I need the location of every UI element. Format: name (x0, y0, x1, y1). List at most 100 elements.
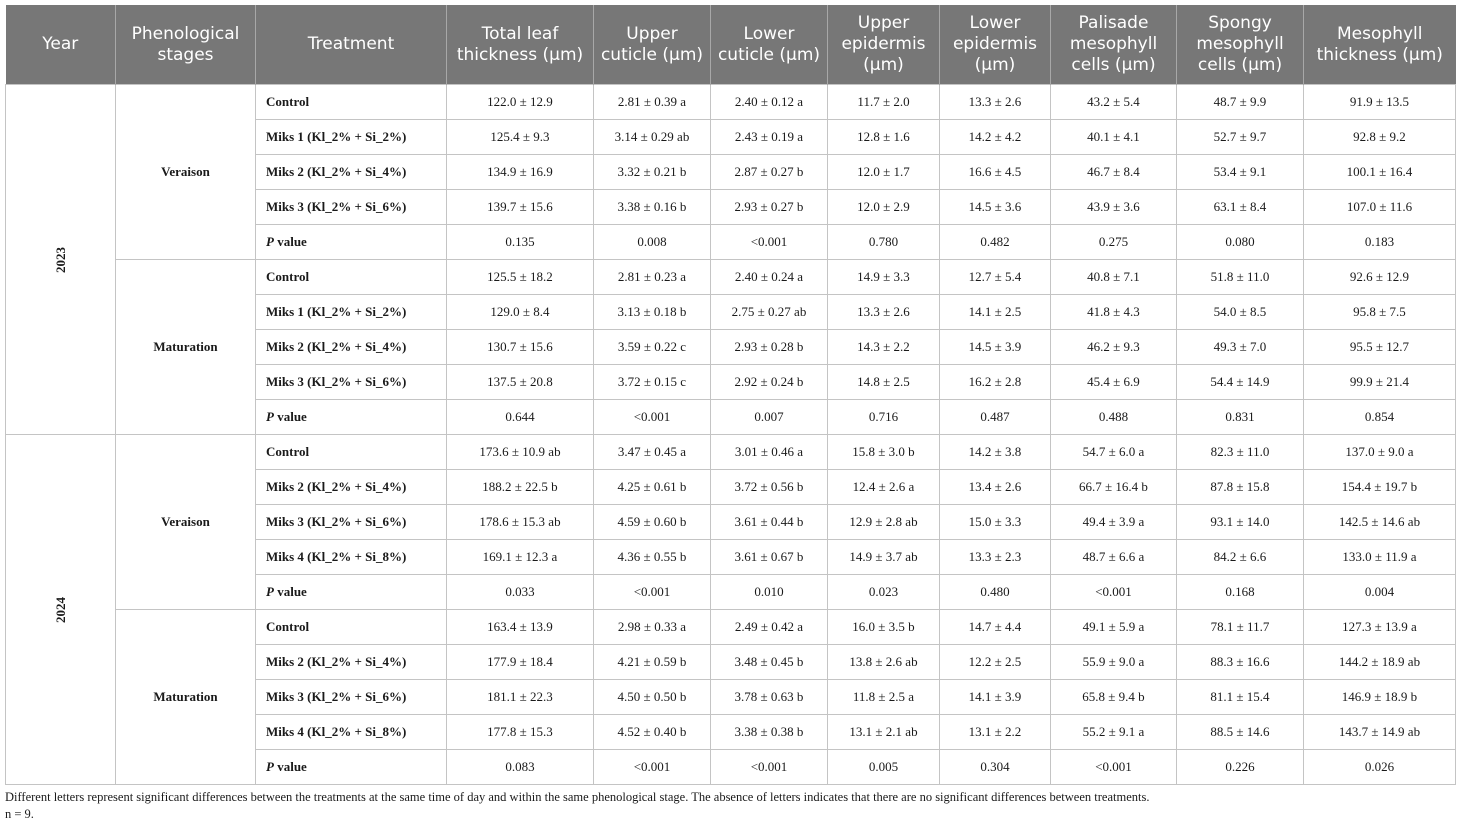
value-cell: 2.93 ± 0.28 b (710, 329, 828, 365)
value-cell: 82.3 ± 11.0 (1176, 434, 1304, 470)
value-cell: 4.59 ± 0.60 b (593, 504, 711, 540)
p-value-label: value (273, 234, 307, 249)
value-cell: <0.001 (1050, 574, 1177, 610)
treatment-cell: Miks 2 (Kl_2% + Si_4%) (255, 329, 447, 365)
p-symbol: P (266, 234, 274, 249)
value-cell: 107.0 ± 11.6 (1303, 189, 1456, 225)
value-cell: 52.7 ± 9.7 (1176, 119, 1304, 155)
value-cell: 0.304 (939, 749, 1051, 785)
value-cell: 14.5 ± 3.9 (939, 329, 1051, 365)
value-cell: <0.001 (710, 224, 828, 260)
phenological-stage-cell: Maturation (115, 609, 256, 785)
p-value-label: value (273, 409, 307, 424)
value-cell: 13.1 ± 2.1 ab (827, 714, 940, 750)
value-cell: 13.3 ± 2.6 (827, 294, 940, 330)
treatment-cell: Miks 1 (Kl_2% + Si_2%) (255, 294, 447, 330)
value-cell: 100.1 ± 16.4 (1303, 154, 1456, 190)
value-cell: 2.75 ± 0.27 ab (710, 294, 828, 330)
value-cell: 11.8 ± 2.5 a (827, 679, 940, 715)
table-row: 2024 Veraison Control 173.6 ± 10.9 ab 3.47 ±… (5, 434, 1456, 785)
table-row: 2023 Veraison Control 122.0 ± 12.9 2.81 ± 0.… (5, 84, 1456, 435)
treatment-cell: Miks 3 (Kl_2% + Si_6%) (255, 679, 447, 715)
treatment-cell: Miks 4 (Kl_2% + Si_8%) (255, 714, 447, 750)
value-cell: 4.25 ± 0.61 b (593, 469, 711, 505)
table-row: P value 0.033 <0.001 0.010 0.023 0.480 <0.001 0… (6, 574, 1456, 610)
treatment-cell: Miks 3 (Kl_2% + Si_6%) (255, 189, 447, 225)
value-cell: 0.854 (1303, 399, 1456, 435)
treatment-cell: P value (255, 749, 447, 785)
value-cell: 13.1 ± 2.2 (939, 714, 1051, 750)
value-cell: 4.50 ± 0.50 b (593, 679, 711, 715)
value-cell: 14.7 ± 4.4 (939, 609, 1051, 645)
header-spongy-mesophyll: Spongy mesophyll cells (µm) (1176, 5, 1304, 85)
value-cell: 144.2 ± 18.9 ab (1303, 644, 1456, 680)
footnote-significance: Different letters represent significant … (5, 790, 1150, 804)
value-cell: 15.0 ± 3.3 (939, 504, 1051, 540)
value-cell: 3.59 ± 0.22 c (593, 329, 711, 365)
value-cell: 0.135 (446, 224, 594, 260)
value-cell: 0.482 (939, 224, 1051, 260)
value-cell: 4.36 ± 0.55 b (593, 539, 711, 575)
value-cell: 41.8 ± 4.3 (1050, 294, 1177, 330)
treatment-cell: Miks 1 (Kl_2% + Si_2%) (255, 119, 447, 155)
value-cell: 14.8 ± 2.5 (827, 364, 940, 400)
value-cell: 63.1 ± 8.4 (1176, 189, 1304, 225)
value-cell: 92.8 ± 9.2 (1303, 119, 1456, 155)
footnote-sample-size: n = 9. (5, 807, 34, 821)
table-body: 2023 Veraison Control 122.0 ± 12.9 2.81 ± 0.… (5, 84, 1456, 785)
value-cell: 3.32 ± 0.21 b (593, 154, 711, 190)
value-cell: 2.40 ± 0.12 a (710, 84, 828, 120)
value-cell: 12.0 ± 1.7 (827, 154, 940, 190)
value-cell: <0.001 (1050, 749, 1177, 785)
p-symbol: P (266, 759, 274, 774)
value-cell: 78.1 ± 11.7 (1176, 609, 1304, 645)
value-cell: 0.480 (939, 574, 1051, 610)
value-cell: 55.2 ± 9.1 a (1050, 714, 1177, 750)
value-cell: 54.7 ± 6.0 a (1050, 434, 1177, 470)
table-row: Maturation Control 163.4 ± 13.9 2.98 ± 0.33… (6, 609, 1456, 785)
value-cell: 13.3 ± 2.6 (939, 84, 1051, 120)
treatment-cell: Miks 2 (Kl_2% + Si_4%) (255, 154, 447, 190)
value-cell: 14.5 ± 3.6 (939, 189, 1051, 225)
value-cell: 0.010 (710, 574, 828, 610)
table-row: Maturation Control 125.5 ± 18.2 2.81 ± 0.23… (6, 259, 1456, 435)
value-cell: 55.9 ± 9.0 a (1050, 644, 1177, 680)
header-upper-epidermis: Upper epidermis (µm) (827, 5, 940, 85)
table-row: Miks 2 (Kl_2% + Si_4%) 130.7 ± 15.6 3.59 ±… (6, 329, 1456, 365)
value-cell: 88.3 ± 16.6 (1176, 644, 1304, 680)
value-cell: 4.52 ± 0.40 b (593, 714, 711, 750)
value-cell: 14.9 ± 3.7 ab (827, 539, 940, 575)
value-cell: 45.4 ± 6.9 (1050, 364, 1177, 400)
treatment-cell: Control (255, 84, 447, 120)
value-cell: 0.780 (827, 224, 940, 260)
value-cell: 95.8 ± 7.5 (1303, 294, 1456, 330)
p-value-label: value (273, 584, 307, 599)
value-cell: 0.831 (1176, 399, 1304, 435)
treatment-cell: Control (255, 609, 447, 645)
value-cell: 137.5 ± 20.8 (446, 364, 594, 400)
value-cell: 125.4 ± 9.3 (446, 119, 594, 155)
year-cell: 2023 (5, 84, 116, 435)
value-cell: <0.001 (593, 574, 711, 610)
treatment-cell: P value (255, 574, 447, 610)
value-cell: 3.47 ± 0.45 a (593, 434, 711, 470)
value-cell: 163.4 ± 13.9 (446, 609, 594, 645)
value-cell: 133.0 ± 11.9 a (1303, 539, 1456, 575)
value-cell: 3.61 ± 0.44 b (710, 504, 828, 540)
header-palisade-mesophyll: Palisade mesophyll cells (µm) (1050, 5, 1177, 85)
value-cell: 125.5 ± 18.2 (446, 259, 594, 295)
value-cell: 169.1 ± 12.3 a (446, 539, 594, 575)
value-cell: 122.0 ± 12.9 (446, 84, 594, 120)
header-row: Year Phenological stages Treatment Total… (5, 5, 1456, 85)
value-cell: 4.21 ± 0.59 b (593, 644, 711, 680)
value-cell: 0.005 (827, 749, 940, 785)
value-cell: 0.644 (446, 399, 594, 435)
value-cell: 91.9 ± 13.5 (1303, 84, 1456, 120)
value-cell: 0.487 (939, 399, 1051, 435)
value-cell: 0.080 (1176, 224, 1304, 260)
phenological-stage-cell: Veraison (115, 434, 256, 610)
value-cell: 54.4 ± 14.9 (1176, 364, 1304, 400)
value-cell: 178.6 ± 15.3 ab (446, 504, 594, 540)
value-cell: 12.2 ± 2.5 (939, 644, 1051, 680)
table-row: P value 0.083 <0.001 <0.001 0.005 0.304 <0.001… (6, 749, 1456, 785)
